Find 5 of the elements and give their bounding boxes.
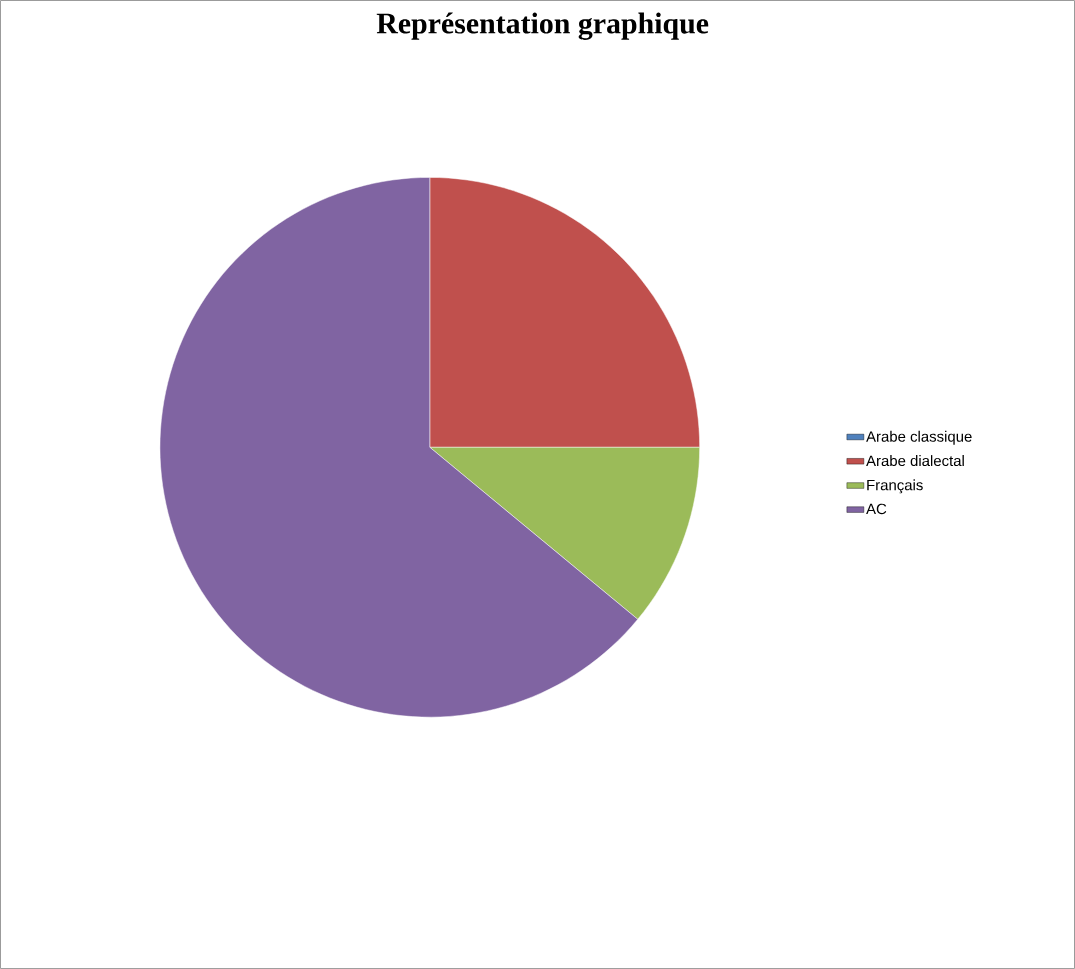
chart-title: Représentation graphique [376,12,709,40]
legend-label: AC [866,503,887,515]
legend-label: Arabe classique [866,430,972,445]
legend-label: Arabe dialectal [866,455,964,467]
legend-label: Français [867,479,923,494]
